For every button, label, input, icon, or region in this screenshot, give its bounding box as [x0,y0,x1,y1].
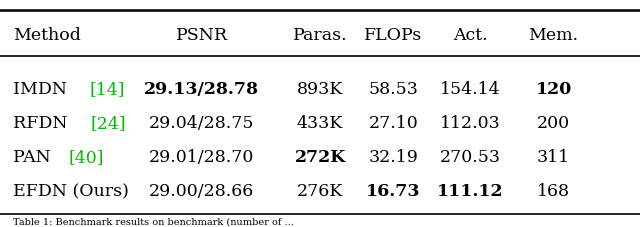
Text: Mem.: Mem. [529,27,579,44]
Text: 29.01/28.70: 29.01/28.70 [149,149,254,166]
Text: 168: 168 [537,183,570,200]
Text: 311: 311 [537,149,570,166]
Text: 29.13/28.78: 29.13/28.78 [144,81,259,98]
Text: PSNR: PSNR [175,27,228,44]
Text: FLOPs: FLOPs [364,27,423,44]
Text: 893K: 893K [297,81,343,98]
Text: 154.14: 154.14 [440,81,500,98]
Text: 29.04/28.75: 29.04/28.75 [149,115,254,132]
Text: 272K: 272K [294,149,346,166]
Text: RFDN: RFDN [13,115,73,132]
Text: 32.19: 32.19 [369,149,419,166]
Text: 112.03: 112.03 [440,115,500,132]
Text: IMDN: IMDN [13,81,72,98]
Text: [14]: [14] [90,81,125,98]
Text: Method: Method [13,27,81,44]
Text: 27.10: 27.10 [369,115,419,132]
Text: PAN: PAN [13,149,56,166]
Text: EFDN (Ours): EFDN (Ours) [13,183,129,200]
Text: 16.73: 16.73 [366,183,421,200]
Text: 270.53: 270.53 [440,149,501,166]
Text: Act.: Act. [453,27,488,44]
Text: Table 1: Benchmark results on benchmark (number of ...: Table 1: Benchmark results on benchmark … [13,218,294,227]
Text: Paras.: Paras. [292,27,348,44]
Text: 433K: 433K [297,115,343,132]
Text: [24]: [24] [90,115,126,132]
Text: 200: 200 [537,115,570,132]
Text: 111.12: 111.12 [437,183,504,200]
Text: [40]: [40] [68,149,104,166]
Text: 276K: 276K [297,183,343,200]
Text: 120: 120 [536,81,572,98]
Text: 58.53: 58.53 [369,81,419,98]
Text: 29.00/28.66: 29.00/28.66 [149,183,254,200]
